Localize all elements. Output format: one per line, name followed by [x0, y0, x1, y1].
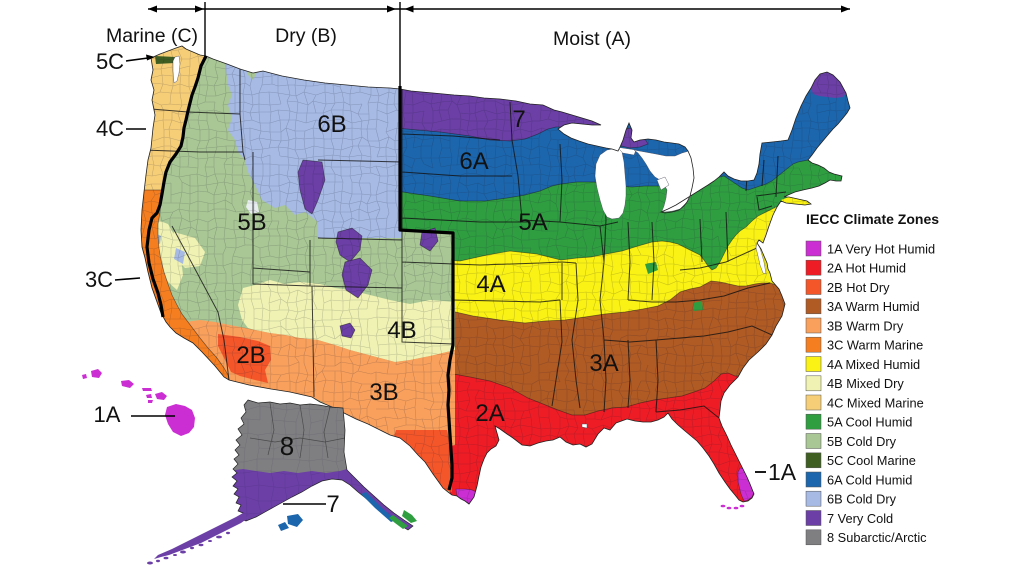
- svg-text:1A: 1A: [94, 402, 121, 427]
- svg-text:4B Mixed Dry: 4B Mixed Dry: [827, 376, 904, 391]
- svg-text:Dry (B): Dry (B): [275, 25, 337, 47]
- svg-text:3C: 3C: [85, 267, 113, 292]
- svg-text:3C Warm Marine: 3C Warm Marine: [827, 338, 923, 353]
- svg-text:5C Cool Marine: 5C Cool Marine: [827, 453, 916, 468]
- svg-text:6B: 6B: [317, 111, 346, 138]
- svg-text:Marine (C): Marine (C): [106, 25, 198, 47]
- svg-text:6B Cold Dry: 6B Cold Dry: [827, 492, 897, 507]
- svg-text:3B Warm Dry: 3B Warm Dry: [827, 318, 904, 333]
- svg-text:2A: 2A: [475, 400, 504, 427]
- svg-text:8: 8: [280, 431, 294, 461]
- svg-text:2B Hot Dry: 2B Hot Dry: [827, 280, 890, 295]
- svg-text:IECC Climate Zones: IECC Climate Zones: [806, 211, 939, 227]
- svg-text:Moist (A): Moist (A): [553, 28, 631, 50]
- svg-text:4A: 4A: [476, 271, 505, 298]
- svg-text:5A: 5A: [518, 209, 547, 236]
- svg-text:3A Warm Humid: 3A Warm Humid: [827, 299, 920, 314]
- svg-text:5A Cool Humid: 5A Cool Humid: [827, 415, 912, 430]
- svg-text:1A Very Hot Humid: 1A Very Hot Humid: [827, 241, 935, 256]
- svg-text:5C: 5C: [96, 49, 124, 74]
- svg-text:4A Mixed Humid: 4A Mixed Humid: [827, 357, 920, 372]
- svg-text:8 Subarctic/Arctic: 8 Subarctic/Arctic: [827, 530, 927, 545]
- svg-text:6A: 6A: [459, 148, 488, 175]
- svg-text:5B Cold Dry: 5B Cold Dry: [827, 434, 897, 449]
- svg-text:2B: 2B: [236, 342, 265, 369]
- svg-text:5B: 5B: [237, 209, 266, 236]
- svg-text:1A: 1A: [768, 459, 797, 485]
- svg-text:4B: 4B: [387, 317, 416, 344]
- svg-text:7 Very Cold: 7 Very Cold: [827, 511, 893, 526]
- svg-text:4C Mixed Marine: 4C Mixed Marine: [827, 395, 924, 410]
- svg-text:6A Cold Humid: 6A Cold Humid: [827, 472, 912, 487]
- svg-text:2A Hot Humid: 2A Hot Humid: [827, 261, 906, 276]
- svg-text:7: 7: [512, 106, 525, 133]
- svg-text:3A: 3A: [589, 350, 618, 377]
- svg-text:7: 7: [326, 491, 339, 518]
- svg-text:3B: 3B: [369, 379, 398, 406]
- svg-text:4C: 4C: [96, 116, 124, 141]
